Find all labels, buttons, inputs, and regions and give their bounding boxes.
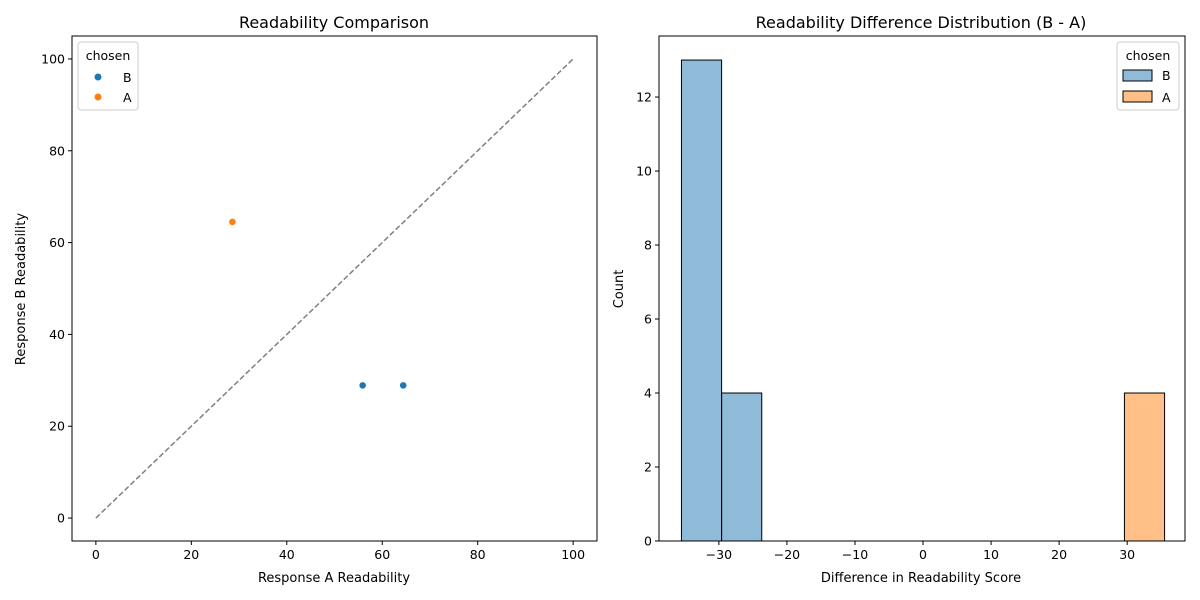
scatter-y-tick-label: 20 xyxy=(49,419,65,434)
histogram-legend-label-b: B xyxy=(1162,68,1171,83)
scatter-x-axis-label: Response A Readability xyxy=(258,571,410,586)
histogram-legend-swatch-b xyxy=(1122,69,1153,82)
histogram-x-tick-label: 0 xyxy=(919,547,927,562)
histogram-x-tick-label: −30 xyxy=(706,547,732,562)
scatter-y-tick-label: 80 xyxy=(49,143,65,158)
histogram-x-tick-label: −10 xyxy=(842,547,868,562)
histogram-legend: chosen B A xyxy=(1116,41,1180,111)
histogram-legend-title: chosen xyxy=(1126,48,1171,63)
histogram-y-tick-label: 4 xyxy=(644,386,652,401)
scatter-title: Readability Comparison xyxy=(239,13,429,32)
scatter-plot-area: 0 20 40 60 80 100 0 20 40 60 80 100 xyxy=(41,35,598,562)
histogram-x-tick-label: −20 xyxy=(774,547,800,562)
scatter-y-tick-label: 0 xyxy=(57,511,65,526)
scatter-legend-title: chosen xyxy=(86,48,131,63)
scatter-legend-marker-b xyxy=(94,73,102,81)
scatter-legend-label-a: A xyxy=(123,90,132,105)
histogram-chart: Readability Difference Distribution (B -… xyxy=(612,13,1186,586)
scatter-point-b-0 xyxy=(358,381,367,390)
scatter-axes-frame xyxy=(71,35,598,542)
scatter-point-a-0 xyxy=(228,218,237,226)
scatter-legend-label-b: B xyxy=(123,70,132,85)
histogram-x-tick-label: 10 xyxy=(983,547,999,562)
histogram-plot-area: −30 −20 −10 0 10 20 30 0 2 4 6 8 10 12 xyxy=(636,35,1186,562)
histogram-bar-b-0 xyxy=(680,59,723,542)
scatter-x-tick-label: 100 xyxy=(561,547,585,562)
scatter-x-tick-label: 0 xyxy=(92,547,100,562)
scatter-x-tick-label: 40 xyxy=(279,547,295,562)
scatter-y-tick-label: 40 xyxy=(49,327,65,342)
histogram-y-axis-label: Count xyxy=(612,270,627,309)
histogram-legend-swatch-a xyxy=(1122,90,1153,103)
histogram-y-tick-label: 12 xyxy=(636,90,652,105)
histogram-legend-label-a: A xyxy=(1162,90,1171,105)
scatter-y-axis-label: Response B Readability xyxy=(14,213,29,365)
histogram-axes-frame xyxy=(658,35,1186,542)
scatter-x-tick-label: 20 xyxy=(183,547,199,562)
diagonal-reference-line xyxy=(95,58,574,519)
scatter-y-tick-label: 100 xyxy=(41,51,65,66)
histogram-y-tick-label: 2 xyxy=(644,460,652,475)
histogram-x-tick-label: 20 xyxy=(1051,547,1067,562)
scatter-point-b-1 xyxy=(399,381,408,390)
scatter-legend-frame xyxy=(77,41,139,111)
histogram-bar-b-1 xyxy=(721,392,763,542)
histogram-title: Readability Difference Distribution (B -… xyxy=(756,13,1087,32)
histogram-y-tick-label: 8 xyxy=(644,238,652,253)
scatter-x-tick-label: 60 xyxy=(374,547,390,562)
scatter-chart: Readability Comparison 0 20 40 60 80 100 0 20 40… xyxy=(14,13,598,586)
scatter-x-tick-label: 80 xyxy=(470,547,486,562)
histogram-bar-a-11 xyxy=(1123,392,1166,542)
histogram-y-tick-label: 0 xyxy=(644,534,652,549)
scatter-y-tick-label: 60 xyxy=(49,235,65,250)
scatter-legend: chosen B A xyxy=(77,41,139,111)
histogram-x-tick-label: 30 xyxy=(1119,547,1135,562)
histogram-y-tick-label: 6 xyxy=(644,312,652,327)
scatter-legend-marker-a xyxy=(94,93,102,101)
histogram-x-axis-label: Difference in Readability Score xyxy=(821,571,1021,586)
histogram-y-tick-label: 10 xyxy=(636,164,652,179)
